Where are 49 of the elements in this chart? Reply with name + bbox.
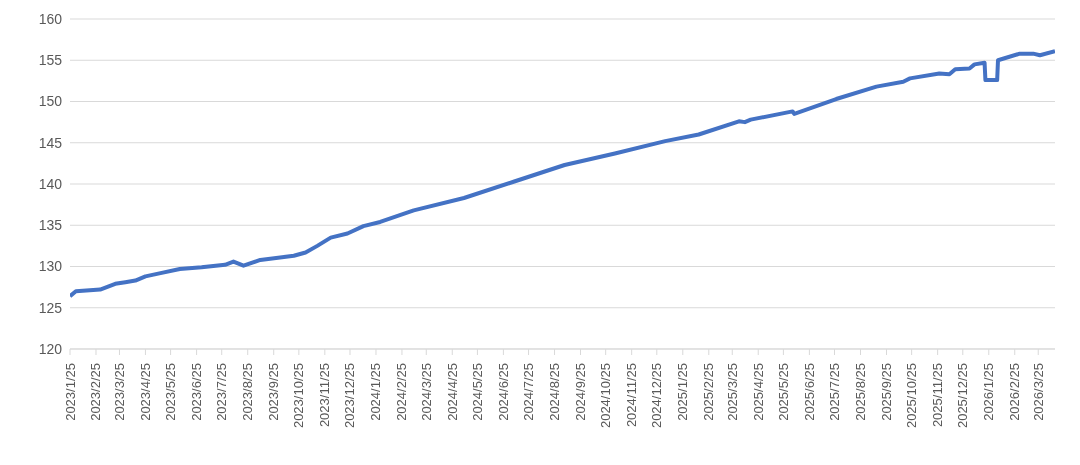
x-tick-label: 2026/2/25: [1007, 363, 1023, 421]
x-tick-label: 2025/11/25: [930, 363, 946, 428]
y-tick-label: 160: [38, 10, 63, 27]
x-tick-label: 2023/6/25: [189, 363, 205, 421]
x-tick-label: 2025/9/25: [879, 363, 894, 421]
line-series: [70, 49, 1055, 299]
x-tick-label: 2023/2/25: [88, 363, 104, 421]
x-tick-label: 2024/5/25: [469, 363, 485, 421]
x-tick-label: 2023/10/25: [291, 363, 307, 429]
x-tick-label: 2025/6/25: [801, 363, 817, 421]
x-tick-label: 2023/5/25: [163, 363, 179, 421]
x-tick-label: 2025/1/25: [675, 363, 691, 421]
x-tick-label: 2025/3/25: [724, 363, 740, 421]
x-tick-label: 2023/1/25: [62, 363, 78, 421]
x-tick-label: 2024/2/25: [394, 363, 410, 421]
x-tick-label: 2025/2/25: [701, 363, 717, 421]
x-tick-label: 2024/7/25: [521, 363, 537, 421]
x-tick-label: 2025/5/25: [775, 363, 791, 421]
y-tick-label: 130: [38, 258, 63, 275]
x-tick-label: 2024/3/25: [418, 363, 434, 421]
x-tick-label: 2023/9/25: [266, 363, 282, 421]
x-tick-label: 2026/1/25: [981, 363, 997, 421]
y-tick-label: 125: [38, 299, 63, 316]
x-tick-label: 2024/8/25: [547, 363, 563, 421]
x-tick-label: 2024/12/25: [649, 363, 665, 429]
x-tick-label: 2024/6/25: [495, 363, 511, 421]
y-tick-label: 140: [38, 175, 63, 192]
x-tick-label: 2025/4/25: [750, 363, 766, 421]
y-tick-label: 135: [38, 217, 63, 234]
y-tick-label: 155: [38, 52, 63, 69]
x-tick-label: 2023/12/25: [342, 363, 358, 429]
y-tick-label: 150: [38, 93, 63, 110]
y-tick-label: 120: [38, 340, 63, 357]
x-tick-label: 2023/3/25: [111, 363, 127, 421]
x-tick-label: 2024/1/25: [368, 363, 384, 421]
x-tick-label: 2024/10/25: [598, 363, 614, 429]
x-tick-label: 2024/11/25: [624, 363, 640, 428]
x-tick-label: 2026/3/25: [1030, 363, 1046, 421]
x-tick-label: 2023/8/25: [240, 363, 256, 421]
x-tick-label: 2025/7/25: [827, 363, 843, 421]
x-tick-label: 2024/9/25: [573, 363, 589, 421]
y-tick-label: 145: [38, 134, 63, 151]
x-tick-label: 2023/4/25: [137, 363, 153, 421]
x-tick-label: 2025/10/25: [904, 363, 920, 429]
x-tick-label: 2023/7/25: [214, 363, 230, 421]
x-tick-label: 2025/8/25: [853, 363, 869, 421]
x-tick-label: 2023/11/25: [317, 363, 333, 428]
x-tick-label: 2025/12/25: [955, 363, 971, 429]
x-tick-label: 2024/4/25: [444, 363, 460, 421]
